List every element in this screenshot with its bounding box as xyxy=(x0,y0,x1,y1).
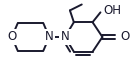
Text: N: N xyxy=(61,31,69,44)
Text: OH: OH xyxy=(103,4,121,17)
Text: N: N xyxy=(45,31,54,44)
Text: O: O xyxy=(7,31,17,44)
Text: O: O xyxy=(120,31,129,44)
